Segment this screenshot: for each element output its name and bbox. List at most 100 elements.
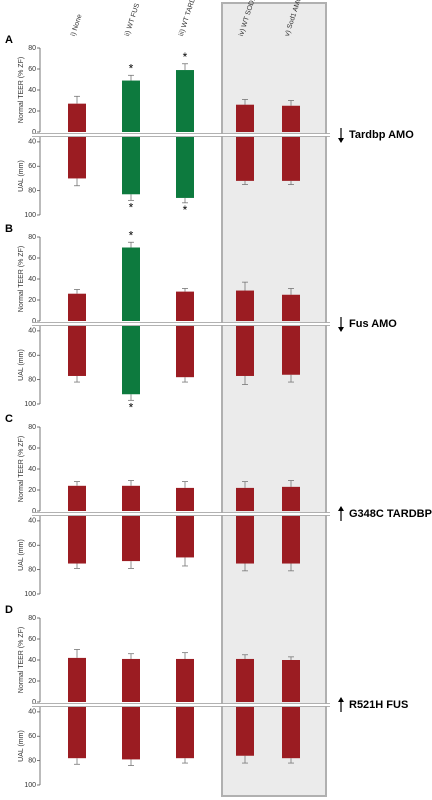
panel-label: D <box>5 604 13 616</box>
break-gap <box>32 133 330 137</box>
column-header: ii) WT FUS <box>124 2 141 37</box>
bar <box>122 516 140 562</box>
y-axis-label: Normal TEER (% ZF) <box>18 246 25 312</box>
y-axis-label: UAL (mm) <box>18 349 25 381</box>
break-gap <box>32 322 330 326</box>
y-tick-label: 20 <box>28 108 36 115</box>
y-tick-label: 80 <box>28 187 36 194</box>
column-header: i) None <box>70 13 84 37</box>
y-tick-label: 100 <box>24 401 36 408</box>
significance-mark: * <box>183 50 188 64</box>
bar <box>176 516 194 558</box>
bar <box>282 486 300 511</box>
bar <box>282 660 300 702</box>
y-tick-label: 20 <box>28 678 36 685</box>
y-tick-label: 100 <box>24 212 36 219</box>
panel-label: A <box>5 34 13 46</box>
y-tick-label: 80 <box>28 615 36 622</box>
y-tick-label: 0 <box>32 129 36 136</box>
bar <box>282 294 300 321</box>
y-tick-label: 80 <box>28 566 36 573</box>
bar <box>282 516 300 564</box>
bar <box>68 657 86 702</box>
y-tick-label: 60 <box>28 733 36 740</box>
y-tick-label: 60 <box>28 542 36 549</box>
arrow-head <box>338 327 344 332</box>
y-tick-label: 80 <box>28 45 36 52</box>
bar <box>236 516 254 564</box>
bar <box>236 707 254 756</box>
y-tick-label: 60 <box>28 163 36 170</box>
bar <box>122 247 140 321</box>
y-axis-label: Normal TEER (% ZF) <box>18 627 25 693</box>
bar <box>176 70 194 132</box>
bar <box>236 487 254 511</box>
y-tick-label: 40 <box>28 139 36 146</box>
y-tick-label: 60 <box>28 66 36 73</box>
y-axis-label: UAL (mm) <box>18 160 25 192</box>
y-tick-label: 100 <box>24 591 36 598</box>
bar <box>68 707 86 759</box>
bar <box>282 137 300 181</box>
y-tick-label: 60 <box>28 636 36 643</box>
bar <box>68 485 86 511</box>
bar <box>236 326 254 376</box>
y-tick-label: 40 <box>28 518 36 525</box>
significance-mark: * <box>129 61 134 75</box>
bar <box>236 658 254 702</box>
bar <box>176 707 194 759</box>
y-tick-label: 60 <box>28 255 36 262</box>
condition-label: Tardbp AMO <box>349 129 414 141</box>
y-tick-label: 0 <box>32 318 36 325</box>
bar <box>122 485 140 511</box>
y-tick-label: 40 <box>28 87 36 94</box>
bar <box>68 516 86 564</box>
y-tick-label: 60 <box>28 352 36 359</box>
bar <box>236 104 254 132</box>
bar <box>68 137 86 179</box>
bar <box>236 137 254 181</box>
bar <box>68 293 86 321</box>
panel-label: B <box>5 223 13 235</box>
bar <box>176 326 194 378</box>
panel-label: C <box>5 413 13 425</box>
arrow-head <box>338 697 344 702</box>
bar <box>282 326 300 375</box>
y-tick-label: 80 <box>28 376 36 383</box>
y-axis-label: Normal TEER (% ZF) <box>18 57 25 123</box>
arrow-head <box>338 506 344 511</box>
bar <box>176 137 194 198</box>
bar <box>68 326 86 376</box>
y-tick-label: 100 <box>24 782 36 789</box>
bar <box>122 326 140 395</box>
bar <box>122 707 140 760</box>
significance-mark: * <box>129 201 134 215</box>
condition-label: Fus AMO <box>349 318 397 330</box>
bar <box>282 105 300 132</box>
bar <box>176 487 194 511</box>
y-tick-label: 80 <box>28 424 36 431</box>
condition-label: R521H FUS <box>349 699 408 711</box>
bar <box>122 658 140 702</box>
y-tick-label: 80 <box>28 234 36 241</box>
y-axis-label: UAL (mm) <box>18 539 25 571</box>
significance-mark: * <box>129 228 134 242</box>
y-tick-label: 40 <box>28 276 36 283</box>
bar <box>122 137 140 195</box>
y-tick-label: 40 <box>28 657 36 664</box>
y-tick-label: 80 <box>28 757 36 764</box>
y-tick-label: 40 <box>28 328 36 335</box>
significance-mark: * <box>129 401 134 415</box>
y-axis-label: UAL (mm) <box>18 730 25 762</box>
condition-label: G348C TARDBP <box>349 508 432 520</box>
break-gap <box>32 703 330 707</box>
y-tick-label: 40 <box>28 466 36 473</box>
bar <box>236 290 254 321</box>
column-header: iii) WT TARDBP <box>178 0 200 37</box>
y-tick-label: 40 <box>28 709 36 716</box>
arrow-head <box>338 138 344 143</box>
y-tick-label: 0 <box>32 508 36 515</box>
break-gap <box>32 512 330 516</box>
significance-mark: * <box>183 203 188 217</box>
